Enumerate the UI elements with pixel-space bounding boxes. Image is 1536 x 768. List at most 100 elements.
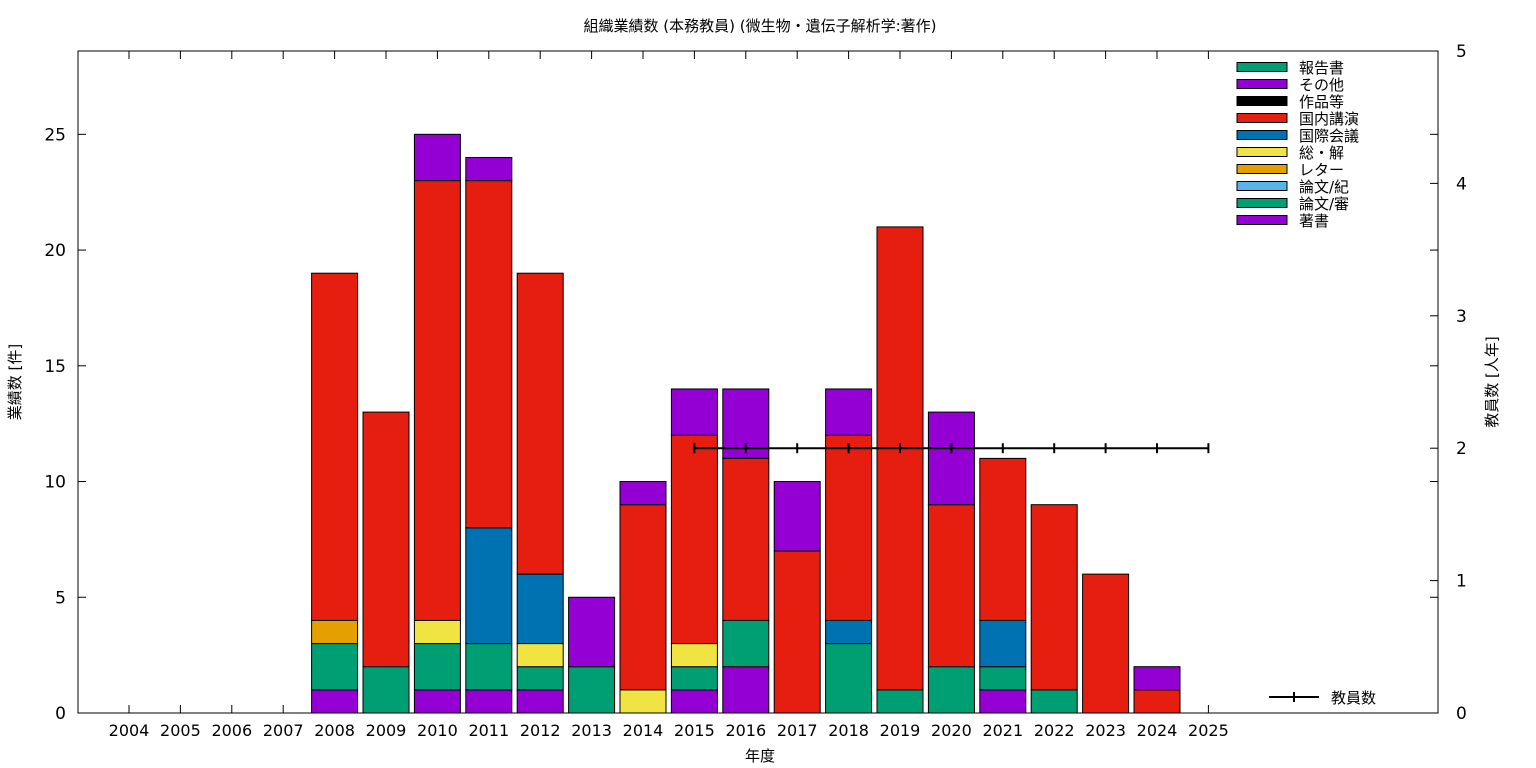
- bar-segment: [568, 666, 616, 714]
- bar-segment: [825, 619, 873, 645]
- x-tick-label: 2018: [828, 721, 869, 740]
- y-tick-label: 0: [55, 704, 66, 724]
- x-tick-label: 2013: [571, 721, 612, 740]
- bar-segment: [311, 619, 359, 645]
- x-tick-label: 2025: [1188, 721, 1229, 740]
- bar-segment: [516, 689, 564, 714]
- x-tick-label: 2008: [314, 721, 355, 740]
- bar-segment: [670, 689, 718, 714]
- bar-segment: [516, 666, 564, 691]
- x-tick-label: 2009: [366, 721, 407, 740]
- legend-swatch: [1236, 96, 1288, 106]
- y-tick-label: 15: [44, 357, 66, 377]
- x-tick-label: 2020: [931, 721, 972, 740]
- y2-axis-label: 教員数 [人年]: [1483, 336, 1501, 427]
- bar-segment: [979, 457, 1027, 621]
- y-tick-label: 20: [44, 241, 66, 261]
- x-tick-label: 2010: [417, 721, 458, 740]
- bar-segment: [1030, 504, 1078, 691]
- x-tick-label: 2012: [520, 721, 561, 740]
- bar-segment: [465, 689, 513, 714]
- bar-segment: [927, 504, 975, 668]
- bar-segment: [311, 643, 359, 691]
- legend-label: レター: [1299, 161, 1344, 179]
- bar-segment: [311, 272, 359, 621]
- bar-segment: [413, 643, 461, 691]
- legend-label: 論文/審: [1299, 195, 1349, 213]
- bar-segment: [825, 434, 873, 621]
- legend-label: その他: [1299, 76, 1344, 94]
- bar-segment: [413, 689, 461, 714]
- bar-segment: [465, 180, 513, 529]
- y2-tick-label: 3: [1456, 307, 1467, 327]
- legend-swatch: [1236, 113, 1288, 123]
- bar-segment: [516, 643, 564, 668]
- x-tick-label: 2017: [777, 721, 818, 740]
- y-tick-label: 5: [55, 588, 66, 608]
- y2-tick-label: 5: [1456, 42, 1467, 62]
- bar-segment: [876, 226, 924, 691]
- bar-segment: [927, 666, 975, 714]
- y2-tick-label: 4: [1456, 174, 1467, 194]
- bar-segment: [773, 481, 821, 552]
- y2-tick-label: 2: [1456, 439, 1467, 459]
- bar-segment: [773, 550, 821, 714]
- bar-segment: [311, 689, 359, 714]
- bar-segment: [825, 388, 873, 436]
- legend-swatch: [1236, 164, 1288, 174]
- legend-label: 報告書: [1299, 59, 1344, 77]
- bar-segment: [413, 133, 461, 182]
- bar-segment: [670, 388, 718, 436]
- bar-segment: [1133, 689, 1181, 714]
- bar-segment: [979, 689, 1027, 714]
- x-tick-label: 2019: [880, 721, 921, 740]
- x-tick-label: 2007: [263, 721, 304, 740]
- bar-segment: [619, 481, 667, 506]
- bar-stacks: [311, 133, 1181, 714]
- bar-segment: [1030, 689, 1078, 714]
- legend-label: 著書: [1299, 212, 1329, 230]
- bar-segment: [722, 457, 770, 621]
- bar-segment: [362, 411, 410, 668]
- bar-segment: [722, 619, 770, 668]
- y2-tick-label: 0: [1456, 704, 1467, 724]
- legend-swatch: [1236, 181, 1288, 191]
- bar-segment: [465, 643, 513, 691]
- bar-segment: [670, 434, 718, 645]
- bar-segment: [979, 666, 1027, 691]
- faculty-count-line: [693, 443, 1210, 454]
- bar-segment: [568, 596, 616, 668]
- legend-label: 総・解: [1299, 144, 1344, 162]
- x-axis-label: 年度: [745, 747, 775, 765]
- bar-segment: [516, 573, 564, 645]
- legend-label: 国際会議: [1299, 127, 1359, 145]
- x-tick-label: 2024: [1137, 721, 1178, 740]
- x-tick-label: 2006: [211, 721, 252, 740]
- bar-segment: [413, 180, 461, 621]
- legend-swatch: [1236, 147, 1288, 157]
- legend-line-label: 教員数: [1331, 689, 1376, 707]
- x-tick-label: 2022: [1034, 721, 1075, 740]
- bar-segment: [362, 666, 410, 714]
- bar-segment: [1082, 573, 1130, 714]
- legend-swatch: [1236, 215, 1288, 225]
- bar-segment: [670, 666, 718, 691]
- bar-segment: [670, 643, 718, 668]
- y-tick-label: 10: [44, 473, 66, 493]
- legend-label: 作品等: [1299, 93, 1344, 111]
- x-tick-label: 2021: [982, 721, 1023, 740]
- x-tick-label: 2011: [468, 721, 509, 740]
- chart-title: 組織業績数 (本務教員) (微生物・遺伝子解析学:著作): [583, 17, 936, 35]
- bar-segment: [516, 272, 564, 575]
- x-tick-label: 2004: [109, 721, 150, 740]
- bar-segment: [619, 504, 667, 691]
- bar-segment: [465, 156, 513, 182]
- x-tick-label: 2005: [160, 721, 201, 740]
- bar-segment: [825, 643, 873, 714]
- bar-segment: [619, 689, 667, 714]
- legend-swatch: [1236, 198, 1288, 208]
- bar-segment: [465, 527, 513, 645]
